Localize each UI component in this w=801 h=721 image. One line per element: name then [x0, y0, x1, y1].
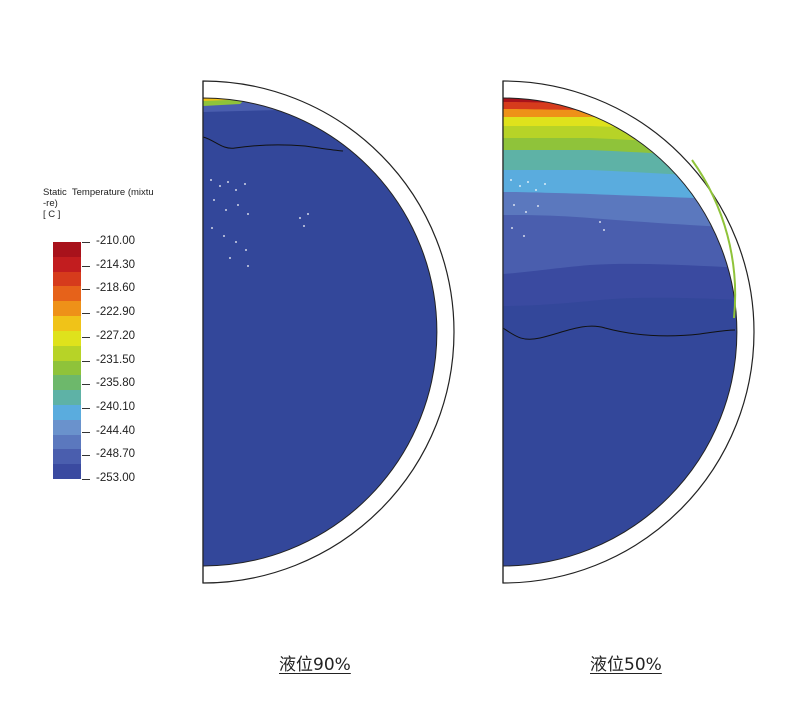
tick-mark	[82, 289, 90, 291]
color-scale-segment	[53, 404, 81, 420]
tick-label: -231.50	[96, 353, 136, 366]
color-scale-segment	[53, 345, 81, 361]
liquid-interface-line	[202, 136, 344, 152]
caption-level-90: 液位90%	[279, 655, 351, 675]
tick-mark	[82, 479, 90, 480]
color-scale-segment	[53, 360, 81, 376]
color-scale-segment	[53, 330, 81, 346]
liquid-interface-line	[502, 325, 736, 340]
vessel-inner-wall	[202, 97, 438, 567]
tick-label: -227.20	[96, 329, 136, 342]
tick-mark	[82, 360, 90, 362]
tick-label: -235.80	[96, 377, 136, 390]
vessel-level-50	[502, 80, 755, 584]
tick-label: -210.00	[96, 235, 136, 247]
vessel-inner-wall	[502, 97, 738, 567]
color-scale-segment	[53, 390, 81, 405]
tick-mark	[82, 336, 90, 338]
legend-title-line-1: Static Temperature (mixtu	[43, 187, 154, 198]
color-scale-segment	[53, 242, 81, 257]
color-scale-segment	[53, 434, 81, 450]
color-scale-segment	[53, 316, 81, 331]
legend-title-line-3: [ C ]	[43, 209, 61, 220]
temperature-field-50	[503, 98, 737, 566]
tick-label: -244.40	[96, 424, 136, 437]
color-scale-segment	[53, 464, 81, 479]
tick-label: -218.60	[96, 282, 136, 295]
tick-label: -248.70	[96, 448, 136, 461]
tick-mark	[82, 384, 90, 386]
color-scale-ticks: -210.00 -214.30 -218.60 -222.90 -227.20 -231.…	[82, 235, 172, 484]
color-scale-segment	[53, 286, 81, 302]
color-scale-bar	[53, 242, 81, 479]
tick-label: -222.90	[96, 306, 136, 319]
color-scale-segment	[53, 449, 81, 465]
wall-boundary-layer	[691, 159, 737, 319]
tick-mark	[82, 431, 90, 433]
tick-mark	[82, 313, 90, 315]
bubble-dots	[510, 179, 605, 237]
legend-title-line-2: -re)	[43, 198, 58, 209]
tick-mark	[82, 242, 90, 243]
tick-label: -214.30	[96, 258, 136, 271]
vessel-level-90	[202, 80, 455, 584]
bubble-dots	[210, 179, 309, 267]
legend-title: Static Temperature (mixtu -re) [ C ]	[43, 187, 173, 220]
color-scale-segment	[53, 419, 81, 435]
color-scale-segment	[53, 271, 81, 287]
temperature-field-90	[203, 98, 437, 566]
color-scale-segment	[53, 375, 81, 391]
color-scale-segment	[53, 256, 81, 272]
caption-level-50: 液位50%	[590, 655, 662, 675]
tick-mark	[82, 455, 90, 457]
tick-label: -240.10	[96, 400, 136, 413]
tick-mark	[82, 265, 90, 267]
tick-mark	[82, 407, 90, 409]
tick-label: -253.00	[96, 472, 136, 484]
color-scale-segment	[53, 301, 81, 317]
